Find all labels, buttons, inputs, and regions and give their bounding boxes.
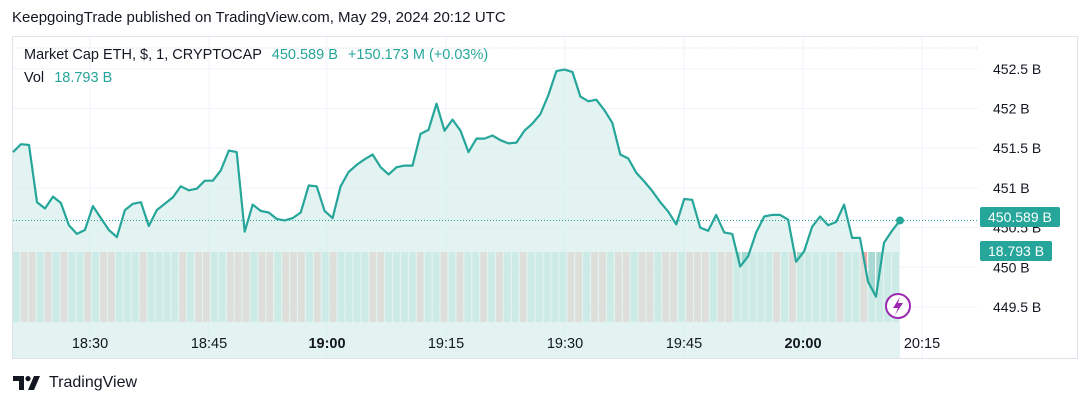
y-tick-label: 449.5 B [993, 299, 1041, 315]
published-caption: KeepgoingTrade published on TradingView.… [12, 9, 506, 26]
x-tick-label: 19:30 [547, 336, 583, 352]
symbol-label: Market Cap ETH, $, 1, CRYPTOCAP [24, 47, 262, 63]
y-tick-label: 450 B [993, 259, 1030, 275]
vol-value: 18.793 B [54, 70, 113, 86]
x-tick-label: 18:45 [191, 336, 227, 352]
x-axis-labels: 18:30 18:45 19:00 19:15 19:30 19:45 20:00 20:15 [72, 336, 940, 352]
footer-brand: TradingView [49, 374, 138, 391]
x-tick-label: 19:00 [308, 336, 345, 352]
chart-legend-main: Market Cap ETH, $, 1, CRYPTOCAP 450.589 … [24, 47, 488, 63]
chart-legend-volume: Vol 18.793 B [24, 70, 112, 86]
footer[interactable]: TradingView [13, 374, 137, 392]
price-badge: 450.589 B [980, 207, 1060, 227]
price-value: 450.589 B [271, 47, 338, 63]
vol-label: Vol [24, 70, 45, 86]
last-price-dot [896, 216, 904, 225]
x-tick-label: 19:45 [666, 336, 702, 352]
price-area [13, 69, 900, 358]
price-change: +150.173 M (+0.03%) [347, 47, 489, 63]
x-tick-label: 19:15 [428, 336, 464, 352]
volume-badge: 18.793 B [980, 241, 1053, 261]
replay-icon[interactable] [885, 293, 911, 319]
x-tick-label: 20:15 [904, 336, 940, 352]
x-tick-label: 18:30 [72, 336, 108, 352]
y-tick-label: 451.5 B [993, 140, 1041, 156]
price-line [12, 68, 901, 298]
x-tick-label: 20:00 [784, 336, 821, 352]
y-tick-label: 451 B [993, 180, 1030, 196]
chart-frame [12, 36, 1078, 359]
y-tick-label: 452.5 B [993, 61, 1041, 77]
y-tick-label: 452 B [993, 100, 1030, 116]
tradingview-logo-icon [13, 376, 40, 390]
